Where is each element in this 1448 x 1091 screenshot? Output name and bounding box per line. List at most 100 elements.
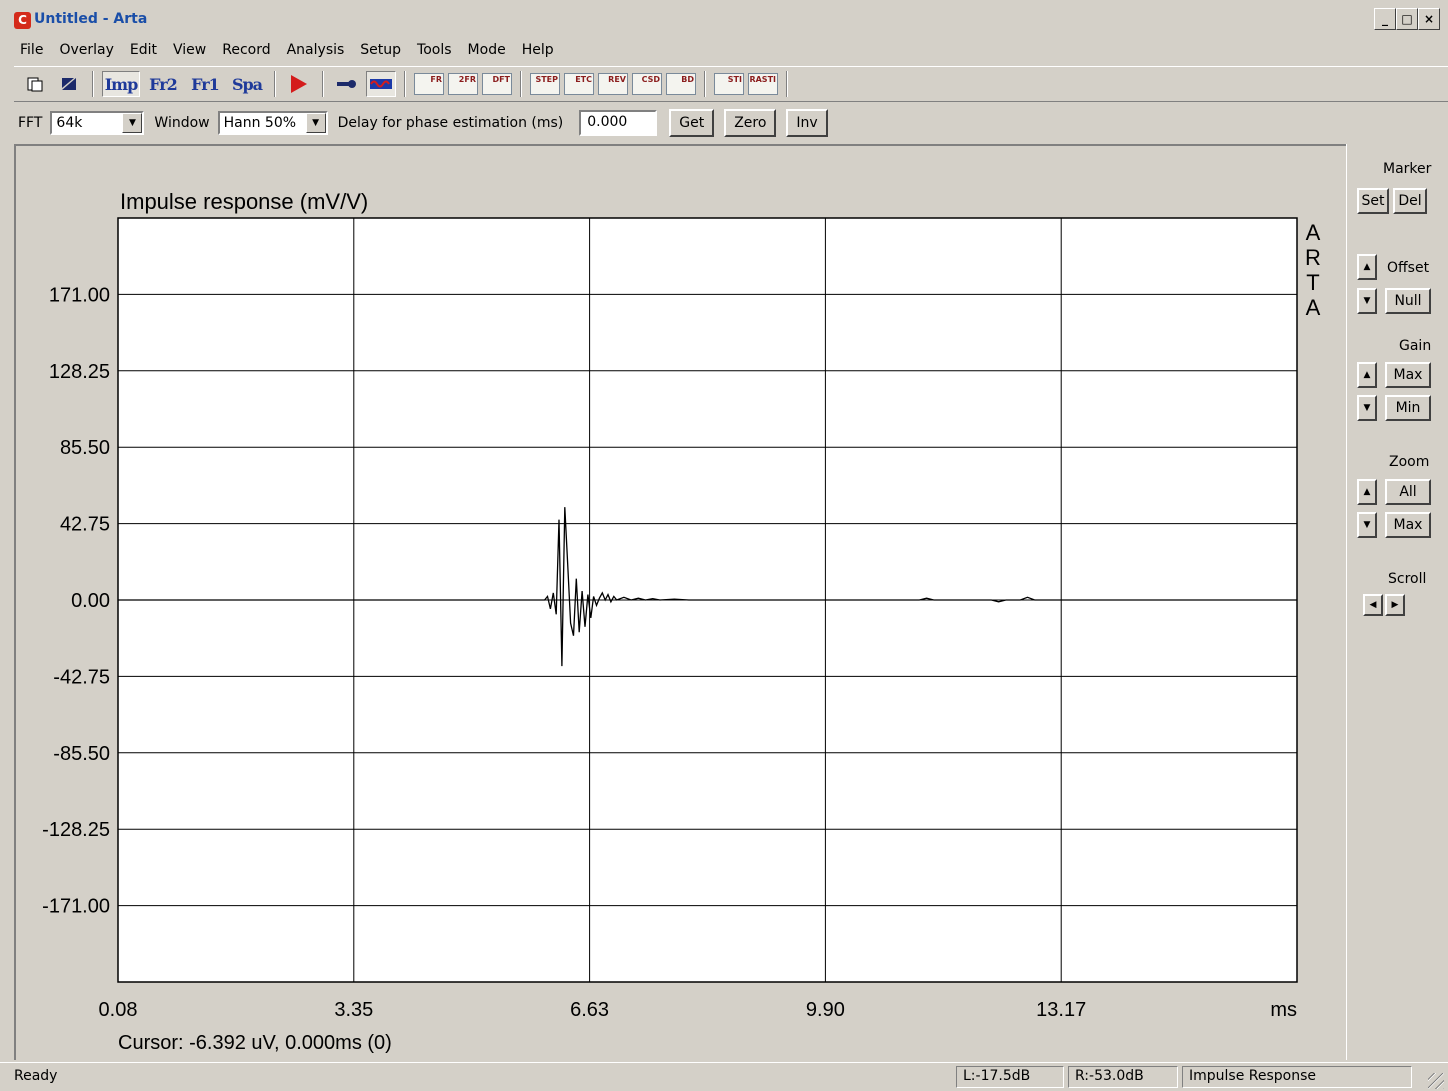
chart-title: Impulse response (mV/V): [120, 189, 368, 214]
bd-analysis-icon[interactable]: BD: [666, 71, 696, 97]
offset-null-button[interactable]: Null: [1385, 288, 1431, 314]
app-icon[interactable]: C: [14, 12, 31, 29]
marker-del-button[interactable]: Del: [1393, 188, 1427, 214]
delay-label: Delay for phase estimation (ms): [337, 115, 564, 131]
zoom-up-icon[interactable]: ▲: [1357, 479, 1377, 505]
menu-help[interactable]: Help: [521, 42, 554, 58]
fft-size-value: 64k: [56, 115, 83, 131]
inv-button[interactable]: Inv: [786, 109, 828, 137]
toolbar-separator: [404, 71, 406, 97]
fr1-mode-button[interactable]: Fr1: [191, 74, 220, 94]
maximize-button[interactable]: □: [1396, 8, 1418, 30]
zoom-label: Zoom: [1389, 454, 1430, 470]
scroll-label: Scroll: [1388, 571, 1427, 587]
y-tick-label: 128.25: [49, 361, 110, 383]
signal-generator-icon[interactable]: [366, 71, 396, 97]
menu-overlay[interactable]: Overlay: [59, 42, 114, 58]
toolbar-separator: [92, 71, 94, 97]
impulse-mode-button[interactable]: Imp: [102, 71, 140, 97]
y-tick-label: -42.75: [53, 666, 110, 688]
y-axis-ticks: 171.00 128.25 85.50 42.75 0.00 -42.75 -85.50 -1…: [42, 284, 110, 917]
x-tick-label: 0.08: [99, 999, 138, 1021]
watermark-letter: A: [1306, 295, 1321, 320]
zoom-all-button[interactable]: All: [1385, 479, 1431, 505]
right-control-panel: Marker Set Del ▲ Offset ▼ Null Gain ▲ Ma…: [1346, 144, 1448, 1060]
resize-grip-icon[interactable]: [1428, 1073, 1444, 1089]
window-type-select[interactable]: Hann 50% ▼: [217, 111, 328, 135]
y-tick-label: 171.00: [49, 284, 110, 306]
impulse-trace-line: [118, 507, 1297, 667]
menu-view[interactable]: View: [173, 42, 207, 58]
rev-analysis-icon[interactable]: REV: [598, 71, 628, 97]
watermark-letter: T: [1306, 270, 1319, 295]
record-play-icon[interactable]: [284, 71, 314, 97]
analysis-settings-bar: FFT 64k ▼ Window Hann 50% ▼ Delay for ph…: [0, 104, 1448, 142]
cursor-readout: Cursor: -6.392 uV, 0.000ms (0): [118, 1032, 392, 1054]
offset-up-icon[interactable]: ▲: [1357, 254, 1377, 280]
x-tick-label: 13.17: [1036, 999, 1086, 1021]
chevron-down-icon[interactable]: ▼: [305, 113, 326, 133]
csd-analysis-icon[interactable]: CSD: [632, 71, 662, 97]
menu-mode[interactable]: Mode: [467, 42, 506, 58]
menu-setup[interactable]: Setup: [360, 42, 402, 58]
rasti-analysis-icon[interactable]: RASTI: [748, 71, 778, 97]
toolbar: Imp Fr2 Fr1 Spa FR 2FR DFT STEP ETC REV …: [14, 66, 1448, 102]
gain-down-icon[interactable]: ▼: [1357, 395, 1377, 421]
step-analysis-icon[interactable]: STEP: [530, 71, 560, 97]
series-layer: [118, 507, 1297, 667]
y-tick-label: 42.75: [60, 514, 110, 536]
scroll-left-icon[interactable]: ◀: [1363, 594, 1383, 616]
marker-label: Marker: [1383, 161, 1432, 177]
x-tick-label: 6.63: [570, 999, 609, 1021]
y-tick-label: -128.25: [42, 819, 110, 841]
offset-down-icon[interactable]: ▼: [1357, 288, 1377, 314]
window-controls: _ □ ×: [1374, 8, 1440, 30]
2fr-analysis-icon[interactable]: 2FR: [448, 71, 478, 97]
probe-icon[interactable]: [332, 71, 362, 97]
spa-mode-button[interactable]: Spa: [231, 74, 263, 94]
get-button[interactable]: Get: [669, 109, 715, 137]
watermark-letter: R: [1305, 245, 1321, 270]
x-axis-label: ms: [1270, 999, 1297, 1021]
toolbar-separator: [520, 71, 522, 97]
menu-bar: File Overlay Edit View Record Analysis S…: [0, 36, 562, 64]
menu-tools[interactable]: Tools: [417, 42, 452, 58]
open-file-icon[interactable]: [54, 71, 84, 97]
marker-set-button[interactable]: Set: [1357, 188, 1389, 214]
fr-analysis-icon[interactable]: FR: [414, 71, 444, 97]
zoom-down-icon[interactable]: ▼: [1357, 512, 1377, 538]
offset-label: Offset: [1387, 260, 1430, 276]
gain-label: Gain: [1399, 338, 1432, 354]
menu-file[interactable]: File: [20, 42, 44, 58]
zoom-max-button[interactable]: Max: [1385, 512, 1431, 538]
new-file-icon[interactable]: [20, 71, 50, 97]
toolbar-separator: [704, 71, 706, 97]
dft-analysis-icon[interactable]: DFT: [482, 71, 512, 97]
x-tick-label: 9.90: [806, 999, 845, 1021]
gain-max-button[interactable]: Max: [1385, 362, 1431, 388]
sti-analysis-icon[interactable]: STI: [714, 71, 744, 97]
gain-min-button[interactable]: Min: [1385, 395, 1431, 421]
minimize-button[interactable]: _: [1374, 8, 1396, 30]
delay-input[interactable]: 0.000: [579, 110, 658, 136]
status-bar: Ready L:-17.5dB R:-53.0dB Impulse Respon…: [0, 1062, 1448, 1091]
toolbar-separator: [786, 71, 788, 97]
etc-analysis-icon[interactable]: ETC: [564, 71, 594, 97]
impulse-response-chart[interactable]: Impulse response (mV/V) 171.00 128.25 85.5…: [16, 146, 1346, 1060]
status-right-level: R:-53.0dB: [1068, 1066, 1178, 1088]
fft-size-select[interactable]: 64k ▼: [50, 111, 145, 135]
menu-analysis[interactable]: Analysis: [286, 42, 345, 58]
fr2-mode-button[interactable]: Fr2: [149, 74, 178, 94]
chevron-down-icon[interactable]: ▼: [122, 113, 143, 133]
scroll-right-icon[interactable]: ▶: [1385, 594, 1405, 616]
status-mode: Impulse Response: [1182, 1066, 1412, 1088]
menu-record[interactable]: Record: [222, 42, 271, 58]
close-button[interactable]: ×: [1418, 8, 1440, 30]
fft-label: FFT: [18, 115, 43, 131]
y-tick-label: -85.50: [53, 743, 110, 765]
y-tick-label: 85.50: [60, 437, 110, 459]
zero-button[interactable]: Zero: [724, 109, 777, 137]
menu-edit[interactable]: Edit: [129, 42, 157, 58]
gain-up-icon[interactable]: ▲: [1357, 362, 1377, 388]
